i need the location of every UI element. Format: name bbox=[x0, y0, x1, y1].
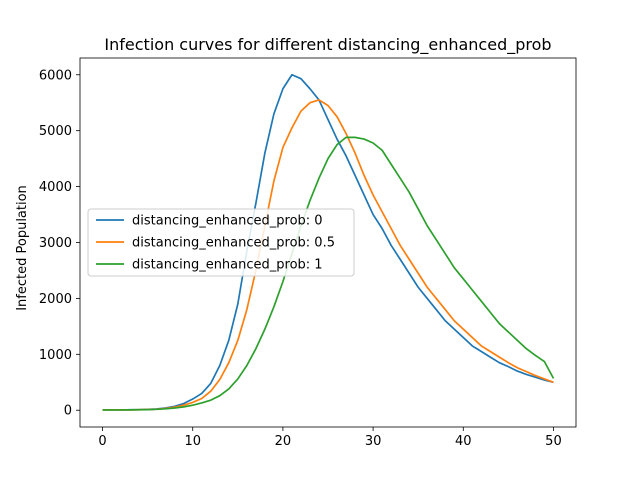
legend-label-2: distancing_enhanced_prob: 1 bbox=[132, 258, 323, 273]
series-group bbox=[102, 73, 555, 411]
y-tick-label: 2000 bbox=[39, 292, 72, 307]
x-tick-label: 30 bbox=[365, 434, 382, 449]
x-tick-label: 20 bbox=[275, 434, 292, 449]
y-tick-label: 0 bbox=[64, 404, 72, 419]
y-tick-label: 5000 bbox=[39, 124, 72, 139]
series-line-0 bbox=[102, 73, 554, 411]
y-tick-label: 3000 bbox=[39, 236, 72, 251]
x-tick-label: 0 bbox=[98, 434, 106, 449]
x-tick-label: 50 bbox=[545, 434, 562, 449]
legend: distancing_enhanced_prob: 0 distancing_en… bbox=[87, 208, 355, 277]
x-axis: 0 10 20 30 40 50 bbox=[98, 427, 562, 449]
x-tick-label: 10 bbox=[184, 434, 201, 449]
y-tick-label: 6000 bbox=[39, 68, 72, 83]
y-axis-label: Infected Population bbox=[15, 185, 30, 311]
legend-label-1: distancing_enhanced_prob: 0.5 bbox=[132, 236, 335, 251]
y-tick-label: 4000 bbox=[39, 180, 72, 195]
series-line-2 bbox=[102, 136, 555, 411]
x-tick-label: 40 bbox=[455, 434, 472, 449]
chart-title: Infection curves for different distancin… bbox=[104, 35, 551, 55]
y-tick-label: 1000 bbox=[39, 348, 72, 363]
series-line-1 bbox=[102, 99, 554, 411]
legend-box bbox=[87, 208, 355, 277]
legend-label-0: distancing_enhanced_prob: 0 bbox=[132, 214, 323, 229]
y-axis: 0 1000 2000 3000 4000 5000 6000 bbox=[39, 68, 80, 419]
